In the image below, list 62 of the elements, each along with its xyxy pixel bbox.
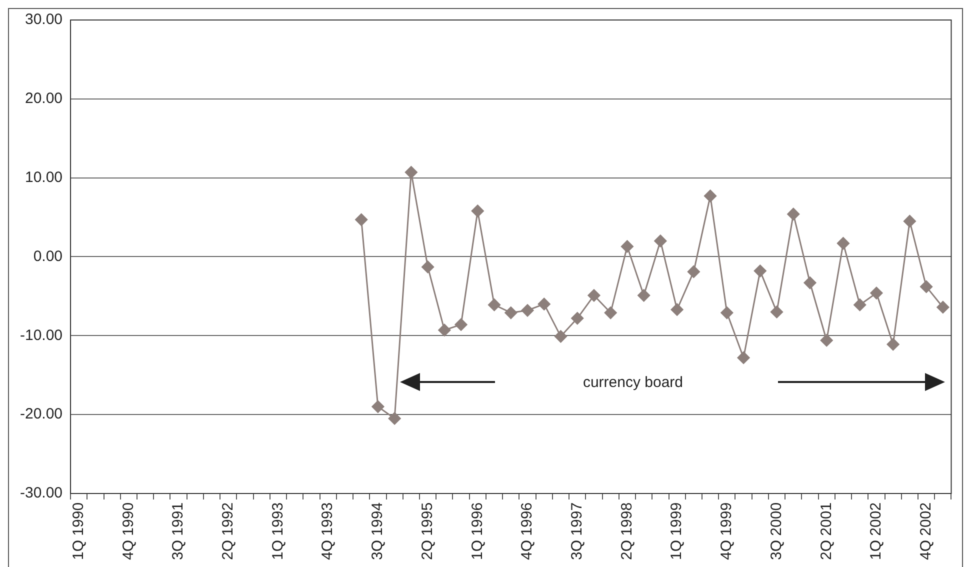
x-tick-label: 3Q 1994 — [369, 502, 386, 560]
point — [787, 208, 800, 220]
y-tick-label: 10.00 — [24, 168, 63, 186]
x-tick-label: 4Q 1996 — [518, 502, 536, 560]
point — [920, 280, 933, 293]
point — [588, 289, 600, 302]
x-tick-label: 1Q 1999 — [668, 502, 686, 560]
point — [521, 304, 534, 317]
point — [903, 214, 916, 228]
point — [854, 298, 866, 312]
x-tick-label: 3Q 2000 — [768, 502, 785, 560]
point — [438, 324, 451, 336]
point — [820, 334, 833, 347]
x-tick-label: 4Q 2002 — [917, 502, 934, 560]
x-tick-label: 2Q 2001 — [818, 502, 835, 560]
y-tick-label: 30.00 — [24, 11, 63, 28]
point — [620, 240, 634, 253]
point — [870, 286, 883, 300]
point — [604, 306, 617, 319]
point — [471, 204, 484, 218]
y-tick-label: -20.00 — [20, 406, 63, 423]
point — [720, 306, 734, 319]
x-tick-label: 1Q 2002 — [868, 502, 885, 560]
point — [804, 276, 816, 290]
y-tick-label: 20.00 — [24, 90, 63, 108]
point — [488, 298, 501, 312]
x-tick-label: 3Q 1997 — [568, 502, 586, 560]
point — [886, 338, 900, 351]
x-tick-label: 2Q 1992 — [220, 502, 237, 560]
point — [554, 330, 567, 343]
x-tick-label: 4Q 1990 — [120, 502, 137, 560]
x-tick-label: 1Q 1996 — [468, 502, 486, 560]
point — [770, 306, 784, 318]
point — [936, 300, 950, 314]
point — [504, 306, 518, 319]
y-tick-label: -30.00 — [20, 484, 63, 502]
point — [754, 264, 766, 278]
point — [571, 312, 584, 325]
y-tick-label: 0.00 — [33, 248, 63, 265]
point — [355, 213, 368, 226]
point — [638, 289, 650, 302]
point — [687, 265, 700, 278]
point — [372, 400, 384, 413]
point — [737, 351, 750, 364]
point — [704, 190, 717, 202]
x-tick-label: 2Q 1998 — [618, 502, 636, 560]
x-tick-label: 3Q 1991 — [170, 502, 187, 560]
point — [836, 237, 850, 250]
x-tick-label: 4Q 1993 — [319, 502, 336, 560]
point — [404, 166, 418, 179]
x-tick-label: 1Q 1990 — [70, 502, 87, 560]
point — [422, 260, 434, 274]
point — [388, 412, 401, 425]
x-tick-label: 2Q 1995 — [418, 502, 436, 560]
point — [454, 318, 468, 331]
x-tick-label: 4Q 1999 — [718, 502, 736, 560]
point — [654, 234, 667, 248]
y-tick-label: -10.00 — [20, 326, 63, 344]
annotation: currency board — [582, 374, 684, 392]
point — [670, 303, 684, 316]
x-tick-label: 1Q 1993 — [269, 502, 286, 560]
point — [538, 298, 550, 310]
